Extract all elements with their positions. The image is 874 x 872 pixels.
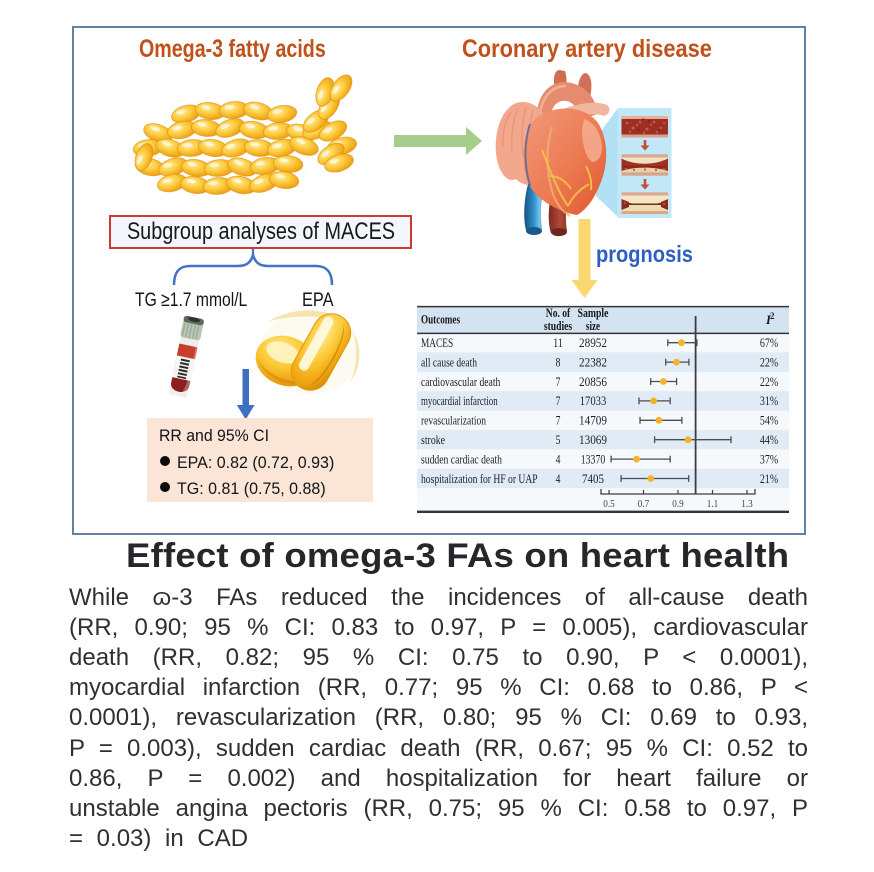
svg-text:67%: 67% xyxy=(760,336,778,350)
svg-text:28952: 28952 xyxy=(579,336,607,350)
svg-text:1.3: 1.3 xyxy=(741,498,753,510)
svg-text:44%: 44% xyxy=(760,433,778,447)
svg-text:cardiovascular death: cardiovascular death xyxy=(421,375,501,389)
svg-text:Outcomes: Outcomes xyxy=(421,313,460,327)
svg-text:31%: 31% xyxy=(760,394,778,408)
svg-text:20856: 20856 xyxy=(579,375,607,389)
svg-text:7405: 7405 xyxy=(582,472,604,486)
svg-text:21%: 21% xyxy=(760,472,778,486)
svg-text:size: size xyxy=(586,319,601,333)
svg-text:8: 8 xyxy=(556,355,561,369)
svg-text:2: 2 xyxy=(770,311,775,321)
svg-text:1.1: 1.1 xyxy=(707,498,719,510)
svg-text:all cause death: all cause death xyxy=(421,355,478,369)
svg-text:0.5: 0.5 xyxy=(603,498,615,510)
svg-text:0.7: 0.7 xyxy=(638,498,650,510)
svg-text:0.9: 0.9 xyxy=(672,498,684,510)
svg-text:Sample: Sample xyxy=(578,306,609,320)
svg-text:13370: 13370 xyxy=(581,452,606,466)
svg-text:22%: 22% xyxy=(760,355,778,369)
svg-text:myocardial infarction: myocardial infarction xyxy=(421,394,498,408)
svg-text:17033: 17033 xyxy=(580,394,607,408)
svg-text:7: 7 xyxy=(556,375,561,389)
svg-text:MACES: MACES xyxy=(421,336,453,350)
svg-text:4: 4 xyxy=(556,472,561,486)
svg-text:I: I xyxy=(765,313,772,327)
svg-text:5: 5 xyxy=(556,433,561,447)
svg-text:No. of: No. of xyxy=(546,306,571,320)
svg-text:4: 4 xyxy=(556,452,561,466)
svg-text:studies: studies xyxy=(544,319,572,333)
svg-text:hospitalization for HF or UAP: hospitalization for HF or UAP xyxy=(421,472,538,486)
svg-text:54%: 54% xyxy=(760,414,778,428)
svg-text:13069: 13069 xyxy=(579,433,607,447)
svg-text:22%: 22% xyxy=(760,375,778,389)
svg-text:14709: 14709 xyxy=(579,414,607,428)
svg-text:revascularization: revascularization xyxy=(421,414,487,428)
svg-text:7: 7 xyxy=(556,394,561,408)
svg-text:37%: 37% xyxy=(760,452,778,466)
svg-text:stroke: stroke xyxy=(421,433,445,447)
svg-text:11: 11 xyxy=(553,336,563,350)
svg-text:22382: 22382 xyxy=(579,355,607,369)
svg-text:sudden cardiac death: sudden cardiac death xyxy=(421,452,503,466)
svg-text:7: 7 xyxy=(556,414,561,428)
